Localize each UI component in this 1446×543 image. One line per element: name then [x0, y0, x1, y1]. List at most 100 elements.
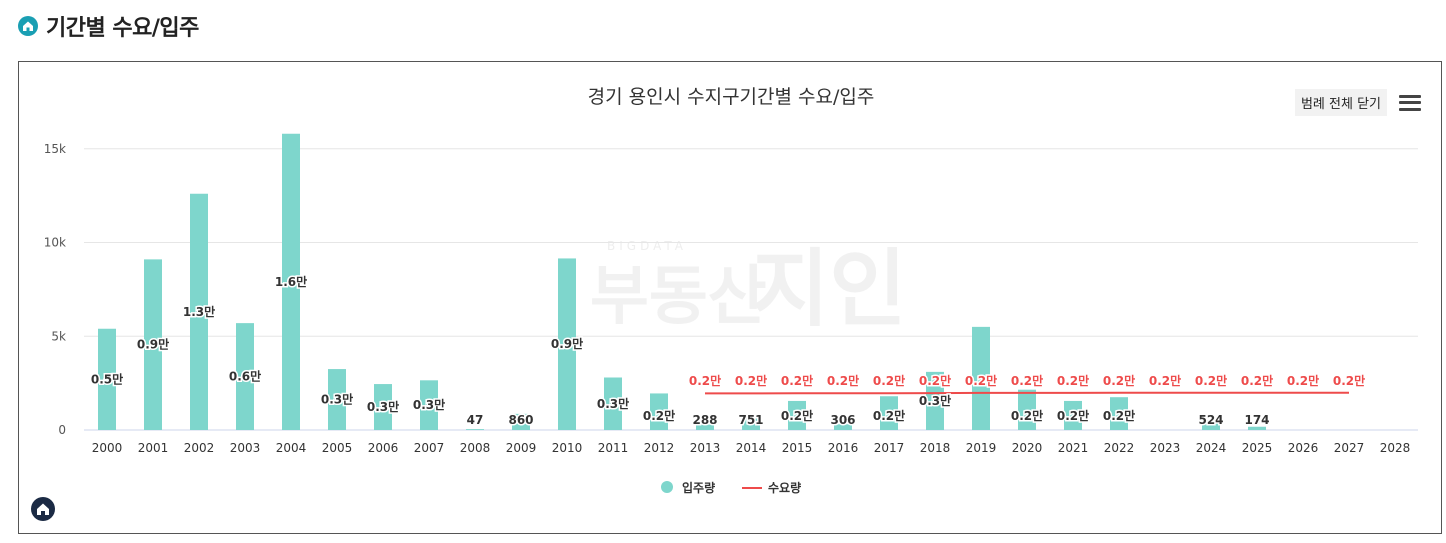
bar: [880, 396, 898, 430]
bar-data-label: 860: [508, 413, 533, 427]
section-title: 기간별 수요/입주: [46, 16, 199, 41]
y-tick-label: 5k: [51, 329, 66, 343]
hamburger-menu-icon[interactable]: [1399, 94, 1421, 111]
bar: [98, 328, 116, 430]
bar-data-label: 0.9만: [551, 336, 583, 351]
bar-data-label: 1.3만: [183, 304, 215, 319]
line-data-label: 0.2만: [689, 373, 721, 388]
bar: [742, 415, 760, 430]
bar-data-label: 47: [467, 413, 484, 427]
bar-data-label: 0.9만: [137, 337, 169, 352]
bar-data-label: 751: [738, 413, 763, 427]
x-tick-label: 2009: [506, 441, 537, 455]
chart-title: 경기 용인시 수지구기간별 수요/입주: [588, 86, 875, 108]
bar: [144, 259, 162, 430]
watermark-brand: 지인: [752, 240, 907, 338]
x-tick-label: 2001: [138, 441, 169, 455]
x-tick-label: 2018: [920, 441, 951, 455]
y-tick-label: 15k: [44, 142, 66, 156]
bar-data-label: 0.5만: [91, 371, 123, 386]
bar: [328, 369, 346, 430]
legend-line-label: 수요량: [768, 481, 801, 495]
bar-data-label: 0.2만: [781, 408, 813, 423]
bar-data-label: 306: [830, 413, 855, 427]
x-tick-label: 2028: [1380, 441, 1411, 455]
home-icon: [18, 16, 38, 36]
brand-logo-icon: [31, 497, 55, 521]
x-tick-label: 2019: [966, 441, 997, 455]
line-data-label: 0.2만: [1011, 373, 1043, 388]
x-tick-label: 2023: [1150, 441, 1181, 455]
line-data-label: 0.2만: [735, 373, 767, 388]
bar: [604, 377, 622, 430]
line-data-label: 0.2만: [827, 373, 859, 388]
bar-data-label: 1.6만: [275, 274, 307, 289]
x-tick-label: 2020: [1012, 441, 1043, 455]
x-tick-label: 2002: [184, 441, 215, 455]
x-tick-label: 2013: [690, 441, 721, 455]
bar: [1248, 426, 1266, 430]
x-tick-label: 2000: [92, 441, 123, 455]
y-tick-label: 0: [58, 423, 66, 437]
bar-data-label: 0.3만: [413, 397, 445, 412]
line-data-label: 0.2만: [873, 373, 905, 388]
x-tick-label: 2004: [276, 441, 307, 455]
x-tick-label: 2011: [598, 441, 629, 455]
x-tick-label: 2010: [552, 441, 583, 455]
legend-bar-marker: [661, 481, 673, 493]
bar: [420, 380, 438, 430]
bar-data-label: 0.2만: [1011, 408, 1043, 423]
x-tick-label: 2005: [322, 441, 353, 455]
line-data-label: 0.2만: [1103, 373, 1135, 388]
y-tick-label: 10k: [44, 236, 66, 250]
line-data-label: 0.2만: [965, 373, 997, 388]
bar: [374, 384, 392, 430]
x-tick-label: 2022: [1104, 441, 1135, 455]
bar: [926, 371, 944, 430]
legend-bar-label: 입주량: [682, 481, 715, 495]
x-tick-label: 2021: [1058, 441, 1089, 455]
bar: [1064, 400, 1082, 430]
legend-toggle-button[interactable]: 범례 전체 닫기: [1294, 89, 1387, 116]
bar-data-label: 0.2만: [1057, 408, 1089, 423]
x-tick-label: 2006: [368, 441, 399, 455]
bar: [972, 326, 990, 430]
x-tick-label: 2027: [1334, 441, 1365, 455]
bar: [190, 193, 208, 430]
x-tick-label: 2008: [460, 441, 491, 455]
bar-data-label: 0.2만: [1103, 408, 1135, 423]
bar: [1018, 389, 1036, 430]
bar: [466, 429, 484, 430]
bar: [558, 258, 576, 430]
x-tick-label: 2017: [874, 441, 905, 455]
x-tick-label: 2026: [1288, 441, 1319, 455]
line-data-label: 0.2만: [1241, 373, 1273, 388]
bar: [788, 400, 806, 430]
bar-data-label: 0.2만: [643, 408, 675, 423]
line-data-label: 0.2만: [1149, 373, 1181, 388]
bar: [834, 424, 852, 430]
x-tick-label: 2012: [644, 441, 675, 455]
chart-container: 범례 전체 닫기: [18, 61, 1442, 534]
bar-data-label: 0.6만: [229, 369, 261, 384]
bar: [512, 413, 530, 430]
bar-data-label: 0.3만: [919, 393, 951, 408]
bar-data-label: 288: [692, 413, 717, 427]
line-data-label: 0.2만: [1057, 373, 1089, 388]
line-data-label: 0.2만: [919, 373, 951, 388]
x-tick-label: 2024: [1196, 441, 1227, 455]
x-tick-label: 2003: [230, 441, 261, 455]
line-data-label: 0.2만: [1195, 373, 1227, 388]
line-data-label: 0.2만: [1287, 373, 1319, 388]
line-data-label: 0.2만: [781, 373, 813, 388]
chart-menu-area: 범례 전체 닫기: [1294, 89, 1421, 116]
bar: [650, 393, 668, 430]
bar-data-label: 174: [1244, 413, 1269, 427]
bar-data-label: 524: [1198, 413, 1223, 427]
bar-data-label: 0.2만: [873, 408, 905, 423]
x-tick-label: 2007: [414, 441, 445, 455]
bar-data-label: 0.3만: [367, 399, 399, 414]
watermark-main: 부동산: [590, 260, 767, 334]
bar-data-label: 0.3만: [597, 396, 629, 411]
